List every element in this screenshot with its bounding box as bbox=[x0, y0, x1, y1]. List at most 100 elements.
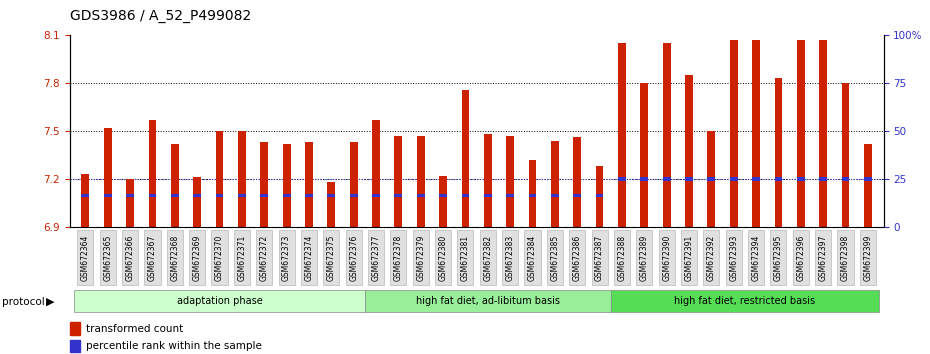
Text: ▶: ▶ bbox=[46, 297, 55, 307]
Bar bbox=[864, 177, 871, 181]
FancyBboxPatch shape bbox=[569, 230, 585, 285]
FancyBboxPatch shape bbox=[74, 290, 365, 312]
Bar bbox=[708, 177, 715, 181]
Bar bbox=[104, 194, 112, 197]
Bar bbox=[641, 83, 648, 227]
Text: high fat diet, ad-libitum basis: high fat diet, ad-libitum basis bbox=[416, 296, 560, 306]
FancyBboxPatch shape bbox=[636, 230, 652, 285]
Bar bbox=[461, 90, 470, 227]
Bar bbox=[104, 128, 112, 227]
FancyBboxPatch shape bbox=[256, 230, 272, 285]
Bar bbox=[260, 142, 268, 227]
Bar bbox=[327, 182, 335, 227]
Text: GSM672378: GSM672378 bbox=[394, 234, 403, 281]
Text: GSM672399: GSM672399 bbox=[863, 234, 872, 281]
FancyBboxPatch shape bbox=[279, 230, 295, 285]
Text: GSM672380: GSM672380 bbox=[439, 234, 447, 281]
Bar bbox=[528, 160, 537, 227]
FancyBboxPatch shape bbox=[547, 230, 563, 285]
Bar bbox=[506, 136, 514, 227]
Text: GSM672393: GSM672393 bbox=[729, 234, 738, 281]
Text: GSM672376: GSM672376 bbox=[349, 234, 358, 281]
FancyBboxPatch shape bbox=[77, 230, 93, 285]
Text: GSM672364: GSM672364 bbox=[81, 234, 90, 281]
Bar bbox=[685, 177, 693, 181]
Bar bbox=[730, 40, 737, 227]
Text: GSM672366: GSM672366 bbox=[126, 234, 135, 281]
Text: GSM672374: GSM672374 bbox=[304, 234, 313, 281]
FancyBboxPatch shape bbox=[815, 230, 831, 285]
Bar bbox=[417, 194, 425, 197]
Bar bbox=[439, 194, 447, 197]
FancyBboxPatch shape bbox=[413, 230, 429, 285]
Text: GSM672392: GSM672392 bbox=[707, 234, 716, 281]
Bar bbox=[618, 43, 626, 227]
Text: percentile rank within the sample: percentile rank within the sample bbox=[86, 341, 262, 351]
Bar bbox=[283, 194, 290, 197]
Bar bbox=[484, 134, 492, 227]
Text: GSM672395: GSM672395 bbox=[774, 234, 783, 281]
FancyBboxPatch shape bbox=[189, 230, 206, 285]
Bar bbox=[193, 194, 201, 197]
FancyBboxPatch shape bbox=[166, 230, 183, 285]
Bar bbox=[775, 78, 782, 227]
Bar bbox=[216, 131, 223, 227]
Bar bbox=[842, 177, 849, 181]
FancyBboxPatch shape bbox=[211, 230, 228, 285]
Bar bbox=[819, 40, 827, 227]
Text: GSM672383: GSM672383 bbox=[506, 234, 514, 281]
Bar bbox=[372, 194, 380, 197]
Text: GSM672365: GSM672365 bbox=[103, 234, 113, 281]
FancyBboxPatch shape bbox=[233, 230, 250, 285]
Bar bbox=[775, 177, 782, 181]
FancyBboxPatch shape bbox=[837, 230, 854, 285]
Bar bbox=[372, 120, 380, 227]
Text: GSM672387: GSM672387 bbox=[595, 234, 604, 281]
Text: GSM672369: GSM672369 bbox=[193, 234, 202, 281]
FancyBboxPatch shape bbox=[860, 230, 876, 285]
Bar bbox=[528, 194, 537, 197]
Bar bbox=[126, 194, 134, 197]
Text: GSM672377: GSM672377 bbox=[371, 234, 380, 281]
Bar bbox=[82, 194, 89, 197]
FancyBboxPatch shape bbox=[144, 230, 161, 285]
Bar bbox=[394, 194, 403, 197]
Text: GSM672368: GSM672368 bbox=[170, 234, 179, 281]
Bar bbox=[461, 194, 470, 197]
FancyBboxPatch shape bbox=[100, 230, 116, 285]
Bar bbox=[596, 194, 604, 197]
Bar bbox=[484, 194, 492, 197]
Text: adaptation phase: adaptation phase bbox=[177, 296, 262, 306]
Bar bbox=[752, 40, 760, 227]
FancyBboxPatch shape bbox=[458, 230, 473, 285]
FancyBboxPatch shape bbox=[122, 230, 139, 285]
Text: protocol: protocol bbox=[2, 297, 45, 307]
FancyBboxPatch shape bbox=[301, 230, 317, 285]
FancyBboxPatch shape bbox=[770, 230, 787, 285]
Text: transformed count: transformed count bbox=[86, 324, 183, 333]
Bar bbox=[573, 137, 581, 227]
Text: GSM672372: GSM672372 bbox=[259, 234, 269, 281]
FancyBboxPatch shape bbox=[611, 290, 879, 312]
Bar bbox=[730, 177, 737, 181]
FancyBboxPatch shape bbox=[792, 230, 809, 285]
FancyBboxPatch shape bbox=[368, 230, 384, 285]
Bar bbox=[260, 194, 268, 197]
Text: GSM672375: GSM672375 bbox=[326, 234, 336, 281]
Text: GDS3986 / A_52_P499082: GDS3986 / A_52_P499082 bbox=[70, 9, 251, 23]
Bar bbox=[149, 120, 156, 227]
Bar bbox=[171, 194, 179, 197]
FancyBboxPatch shape bbox=[525, 230, 540, 285]
Text: GSM672398: GSM672398 bbox=[841, 234, 850, 281]
FancyBboxPatch shape bbox=[346, 230, 362, 285]
FancyBboxPatch shape bbox=[324, 230, 339, 285]
Text: GSM672388: GSM672388 bbox=[618, 234, 627, 281]
Bar bbox=[708, 131, 715, 227]
FancyBboxPatch shape bbox=[658, 230, 674, 285]
Bar bbox=[573, 194, 581, 197]
Bar bbox=[126, 179, 134, 227]
Bar bbox=[663, 177, 671, 181]
Bar bbox=[394, 136, 403, 227]
Bar bbox=[305, 142, 312, 227]
Bar bbox=[506, 194, 514, 197]
